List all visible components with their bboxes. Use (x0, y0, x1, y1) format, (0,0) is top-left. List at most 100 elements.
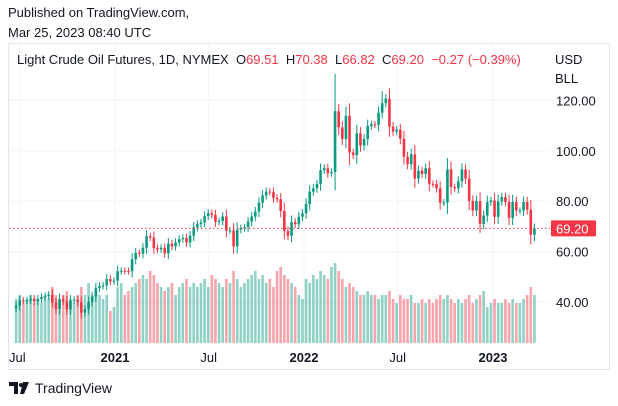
candle-body (94, 288, 98, 297)
candle-body (272, 192, 275, 198)
volume-bar (319, 271, 322, 343)
candle-body (210, 213, 214, 215)
candle-body (344, 115, 348, 139)
volume-bar (47, 299, 51, 343)
volume-bar (348, 283, 351, 343)
volume-bar (61, 295, 65, 343)
volume-bar (290, 283, 293, 343)
volume-bar (373, 295, 377, 343)
candle-body (174, 242, 177, 247)
candle-body (341, 127, 344, 139)
low-label: L (335, 52, 343, 67)
high-label: H (285, 52, 296, 67)
candle-body (203, 216, 206, 223)
volume-bar (366, 291, 369, 343)
low-value: 66.82 (342, 52, 375, 67)
candle-body (322, 168, 326, 171)
candle-body (199, 222, 203, 225)
candle-body (196, 224, 199, 228)
candle-body (250, 216, 254, 222)
candle-body (257, 202, 261, 212)
candle-body (370, 124, 373, 127)
volume-bar (206, 287, 210, 343)
candle-body (14, 305, 18, 309)
candle-body (134, 252, 138, 260)
candle-body (76, 299, 80, 303)
volume-bar (98, 295, 101, 343)
volume-bar (156, 283, 159, 343)
candle-body (185, 237, 188, 243)
volume-bar (395, 303, 398, 343)
candle-body (489, 200, 493, 203)
volume-bar (529, 287, 533, 343)
open-label: O (235, 52, 247, 67)
candle-body (29, 298, 32, 301)
volume-bar (43, 295, 47, 343)
candle-body (478, 201, 482, 224)
candle-body (333, 111, 337, 172)
candle-body (457, 181, 460, 189)
volume-bar (453, 303, 456, 343)
candle-body (90, 296, 94, 302)
volume-bar (322, 275, 326, 343)
candle-body (181, 237, 185, 240)
candle-body (40, 296, 43, 299)
volume-bar (377, 299, 380, 343)
candle-body (25, 300, 29, 302)
candle-body (413, 154, 417, 179)
volume-bar (112, 307, 116, 343)
volume-bar (192, 283, 196, 343)
volume-bar (286, 279, 290, 343)
x-tick-label: Jul (9, 350, 26, 365)
volume-bar (326, 279, 330, 343)
volume-bar (297, 295, 301, 343)
candle-body (420, 170, 424, 174)
candle-body (177, 239, 181, 243)
candle-body (377, 112, 380, 125)
volume-bar (293, 287, 297, 343)
candle-body (406, 156, 409, 165)
volume-bar (225, 279, 228, 343)
tradingview-logo[interactable]: TradingView (9, 380, 112, 396)
candle-body (228, 230, 232, 232)
candle-body (58, 299, 61, 309)
volume-bar (525, 295, 529, 343)
y-tick-label: 40.00 (556, 295, 589, 310)
volume-bar (344, 287, 348, 343)
volume-bar (134, 283, 138, 343)
published-line-2: Mar 25, 2023 08:40 UTC (8, 25, 152, 40)
volume-bar (69, 299, 72, 343)
last-price-badge (551, 220, 596, 237)
volume-bar (424, 303, 427, 343)
x-tick-label: Jul (389, 350, 406, 365)
volume-bar (442, 299, 446, 343)
volume-bar (380, 295, 384, 343)
volume-bar (138, 279, 141, 343)
published-line-1: Published on TradingView.com, (8, 5, 190, 20)
volume-bar (359, 295, 362, 343)
candle-body (80, 302, 83, 313)
volume-bar (72, 303, 76, 343)
candle-body (533, 228, 536, 235)
candle-body (279, 199, 282, 212)
volume-bar (163, 291, 167, 343)
chart-frame (8, 43, 610, 370)
volume-bar (203, 279, 206, 343)
candle-body (529, 209, 533, 235)
volume-bar (370, 295, 373, 343)
candle-body (293, 222, 297, 225)
candle-body (496, 201, 500, 217)
volume-bar (460, 303, 464, 343)
volume-bar (54, 295, 58, 343)
volume-bar (32, 303, 36, 343)
candle-body (47, 294, 51, 297)
volume-bar (420, 299, 424, 343)
y-tick-label: 100.00 (556, 144, 596, 159)
candle-body (170, 243, 174, 247)
candle-body (518, 210, 522, 212)
candle-body (409, 154, 413, 165)
volume-bar (159, 287, 163, 343)
candle-body (243, 227, 246, 229)
candle-body (283, 211, 286, 231)
